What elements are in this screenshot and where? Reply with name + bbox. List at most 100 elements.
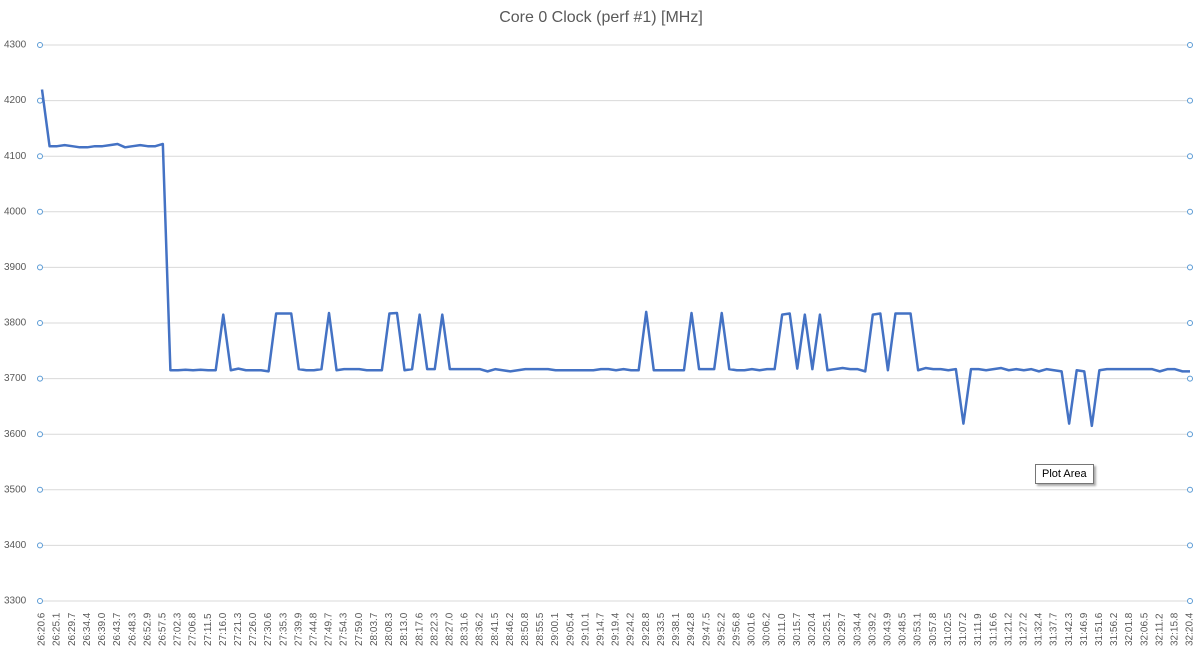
y-tick-label: 3600 xyxy=(4,429,27,440)
y-tick-label: 3900 xyxy=(4,262,27,273)
x-tick-label: 29:28.8 xyxy=(641,612,652,646)
x-tick-label: 31:32.4 xyxy=(1034,612,1045,646)
x-tick-label: 30:34.4 xyxy=(852,612,863,646)
x-tick-label: 30:01.6 xyxy=(747,612,758,646)
x-tick-label: 30:48.5 xyxy=(898,612,909,646)
tooltip: Plot Area xyxy=(1035,464,1094,484)
x-tick-label: 28:46.2 xyxy=(505,612,516,646)
axis-handle xyxy=(1187,431,1193,438)
axis-handle xyxy=(1187,542,1193,549)
x-tick-label: 32:20.4 xyxy=(1185,612,1196,646)
x-tick-label: 28:22.3 xyxy=(429,612,440,646)
x-tick-label: 31:02.5 xyxy=(943,612,954,646)
x-tick-label: 29:00.1 xyxy=(550,612,561,646)
axis-handle xyxy=(37,542,43,549)
x-tick-label: 26:57.5 xyxy=(157,612,168,646)
x-tick-label: 29:52.2 xyxy=(716,612,727,646)
axis-handle xyxy=(37,320,43,326)
y-tick-label: 3500 xyxy=(4,484,27,495)
axis-handle xyxy=(1187,486,1193,493)
x-tick-label: 32:06.5 xyxy=(1139,612,1150,646)
x-tick-label: 30:15.7 xyxy=(792,612,803,646)
y-tick-label: 3700 xyxy=(4,373,27,384)
x-tick-label: 30:25.1 xyxy=(822,612,833,646)
x-tick-label: 27:54.3 xyxy=(339,612,350,646)
line xyxy=(40,89,1190,428)
x-tick-label: 26:20.6 xyxy=(37,612,48,646)
axis-handle xyxy=(37,486,43,493)
x-tick-label: 31:46.9 xyxy=(1079,612,1090,646)
x-tick-label: 28:36.2 xyxy=(475,612,486,646)
x-tick-label: 28:55.5 xyxy=(535,612,546,646)
y-tick-label: 4000 xyxy=(4,206,27,217)
x-tick-label: 31:37.7 xyxy=(1049,612,1060,646)
x-tick-label: 31:27.2 xyxy=(1018,612,1029,646)
x-tick-label: 27:39.9 xyxy=(293,612,304,646)
x-tick-label: 29:42.8 xyxy=(686,612,697,646)
x-tick-label: 30:57.8 xyxy=(928,612,939,646)
x-tick-label: 27:44.8 xyxy=(309,612,320,646)
x-tick-label: 29:56.8 xyxy=(731,612,742,646)
axis-handle xyxy=(1187,208,1193,215)
x-tick-label: 26:29.7 xyxy=(67,612,78,646)
y-tick-label: 4100 xyxy=(4,151,27,162)
x-tick-label: 27:49.7 xyxy=(324,612,335,646)
x-tick-label: 32:11.2 xyxy=(1154,613,1165,646)
x-tick-label: 30:53.1 xyxy=(913,612,924,646)
axis-handle xyxy=(1187,153,1193,160)
axis-handle xyxy=(37,598,43,604)
x-tick-label: 27:11.5 xyxy=(203,613,214,646)
x-tick-label: 27:16.0 xyxy=(218,612,229,646)
x-tick-label: 29:19.4 xyxy=(611,612,622,646)
x-tick-label: 31:11.9 xyxy=(973,613,984,646)
x-tick-label: 26:52.9 xyxy=(142,612,153,646)
x-tick-label: 27:02.3 xyxy=(173,612,184,646)
x-tick-label: 31:16.6 xyxy=(988,612,999,646)
axis-handle xyxy=(37,375,43,382)
x-tick-label: 32:01.8 xyxy=(1124,612,1135,646)
x-tick-label: 27:35.3 xyxy=(278,612,289,646)
x-tick-label: 28:27.0 xyxy=(444,612,455,646)
axis-handle xyxy=(1187,97,1193,104)
y-tick-label: 3400 xyxy=(4,540,27,551)
axis-handle xyxy=(1187,320,1193,326)
x-tick-label: 30:39.2 xyxy=(867,612,878,646)
x-tick-label: 29:47.5 xyxy=(701,612,712,646)
axis-handle xyxy=(1187,375,1193,382)
x-tick-label: 30:20.4 xyxy=(807,612,818,646)
x-tick-label: 28:50.8 xyxy=(520,612,531,646)
x-tick-label: 32:15.8 xyxy=(1170,612,1181,646)
x-tick-label: 26:25.1 xyxy=(52,612,63,646)
x-tick-label: 30:29.7 xyxy=(837,612,848,646)
axis-handle xyxy=(37,431,43,438)
axis-handle xyxy=(37,264,43,271)
axis-handle xyxy=(1187,264,1193,271)
y-tick-label: 3300 xyxy=(4,596,27,607)
y-tick-label: 3800 xyxy=(4,318,27,329)
x-tick-label: 28:41.5 xyxy=(490,612,501,646)
x-tick-label: 31:21.2 xyxy=(1003,612,1014,646)
x-tick-label: 27:26.0 xyxy=(248,612,259,646)
x-tick-label: 28:31.6 xyxy=(460,612,471,646)
x-tick-label: 29:05.4 xyxy=(565,612,576,646)
axis-handle xyxy=(37,153,43,160)
x-tick-label: 29:24.2 xyxy=(626,612,637,646)
axis-handle xyxy=(1187,598,1193,604)
x-tick-label: 30:43.9 xyxy=(883,612,894,646)
x-tick-label: 27:06.8 xyxy=(188,612,199,646)
x-tick-label: 27:21.3 xyxy=(233,612,244,646)
x-tick-label: 29:14.7 xyxy=(596,612,607,646)
x-tick-label: 27:59.0 xyxy=(354,612,365,646)
x-tick-label: 28:03.7 xyxy=(369,612,380,646)
y-tick-label: 4300 xyxy=(4,40,27,51)
x-tick-label: 26:34.4 xyxy=(82,612,93,646)
x-tick-label: 31:51.6 xyxy=(1094,612,1105,646)
axis-handle xyxy=(37,42,43,48)
x-tick-label: 26:39.0 xyxy=(97,612,108,646)
chart-title: Core 0 Clock (perf #1) [MHz] xyxy=(499,9,703,26)
x-tick-label: 28:17.6 xyxy=(414,612,425,646)
x-tick-label: 31:56.2 xyxy=(1109,612,1120,646)
axis-handle xyxy=(37,97,43,104)
